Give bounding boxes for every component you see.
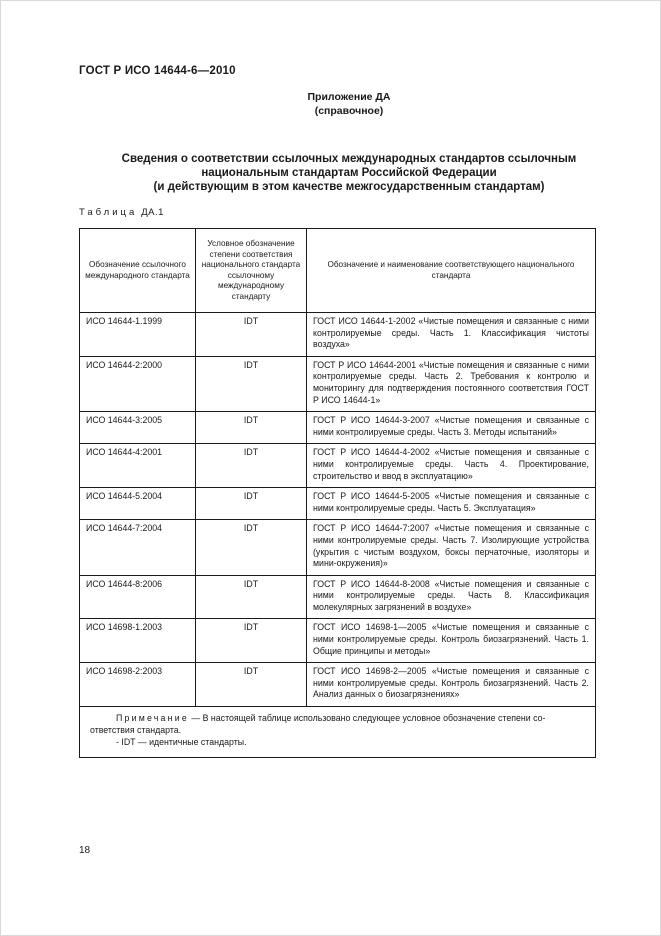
cell-degree: IDT — [195, 574, 307, 620]
cell-intl-standard: ИСО 14644-1.1999 — [79, 312, 196, 357]
page-number: 18 — [79, 845, 91, 856]
section-title: Сведения о соответствии ссылочных междун… — [121, 153, 577, 193]
table-row: ИСО 14644-3:2005 IDT ГОСТ Р ИСО 14644-3-… — [79, 411, 596, 445]
cell-degree: IDT — [195, 411, 307, 445]
cell-degree: IDT — [195, 618, 307, 664]
table-note-section: Примечание — В настоящей таблице использ… — [79, 706, 596, 758]
header-degree: Условное обозначение степени соответстви… — [195, 228, 307, 313]
header-national-standard: Обозначение и наименование соответствующ… — [306, 228, 596, 313]
cell-national-standard: ГОСТ Р ИСО 14644-2001 «Чистые помещения … — [306, 355, 596, 413]
cell-intl-standard: ИСО 14644-5.2004 — [79, 487, 196, 521]
table-caption: Таблица ДА.1 — [79, 207, 164, 218]
cell-degree: IDT — [195, 355, 307, 413]
cell-intl-standard: ИСО 14644-8:2006 — [79, 574, 196, 620]
cell-intl-standard: ИСО 14644-7:2004 — [79, 519, 196, 576]
note-label: Примечание — [116, 713, 189, 724]
table-row: ИСО 14644-2:2000 IDT ГОСТ Р ИСО 14644-20… — [79, 355, 596, 413]
cell-intl-standard: ИСО 14644-3:2005 — [79, 411, 196, 445]
table-row: ИСО 14698-1.2003 IDT ГОСТ ИСО 14698-1—20… — [79, 618, 596, 664]
table-header: Обозначение ссылочного международного ст… — [79, 228, 596, 313]
cell-national-standard: ГОСТ Р ИСО 14644-3-2007 «Чистые помещени… — [306, 411, 596, 445]
cell-national-standard: ГОСТ Р ИСО 14644-4-2002 «Чистые помещени… — [306, 443, 596, 489]
table-row: ИСО 14644-5.2004 IDT ГОСТ Р ИСО 14644-5-… — [79, 487, 596, 521]
header-intl-standard: Обозначение ссылочного международного ст… — [79, 228, 196, 313]
cell-national-standard: ГОСТ ИСО 14698-1—2005 «Чистые помещения … — [306, 618, 596, 664]
cell-degree: IDT — [195, 487, 307, 521]
table-body: ИСО 14644-1.1999 IDT ГОСТ ИСО 14644-1-20… — [79, 312, 596, 708]
cell-degree: IDT — [195, 662, 307, 708]
cell-intl-standard: ИСО 14644-4:2001 — [79, 443, 196, 489]
table-row: ИСО 14644-1.1999 IDT ГОСТ ИСО 14644-1-20… — [79, 312, 596, 357]
table-row: ИСО 14644-7:2004 IDT ГОСТ Р ИСО 14644-7:… — [79, 519, 596, 576]
table-note: Примечание — В настоящей таблице использ… — [79, 706, 596, 758]
note-text: — В настоящей таблице использовано следу… — [90, 713, 546, 735]
cell-degree: IDT — [195, 519, 307, 576]
cell-national-standard: ГОСТ Р ИСО 14644-7:2007 «Чистые помещени… — [306, 519, 596, 576]
cell-national-standard: ГОСТ ИСО 14644-1-2002 «Чистые помещения … — [306, 312, 596, 357]
cell-national-standard: ГОСТ Р ИСО 14644-8-2008 «Чистые помещени… — [306, 574, 596, 620]
table-caption-number: ДА.1 — [141, 207, 164, 218]
note-row: Примечание — В настоящей таблице использ… — [79, 706, 596, 758]
doc-number: ГОСТ Р ИСО 14644-6—2010 — [79, 65, 236, 77]
cell-national-standard: ГОСТ ИСО 14698-2—2005 «Чистые помещения … — [306, 662, 596, 708]
cell-degree: IDT — [195, 312, 307, 357]
appendix-label: Приложение ДА — [307, 91, 391, 103]
cell-degree: IDT — [195, 443, 307, 489]
table-row: ИСО 14698-2:2003 IDT ГОСТ ИСО 14698-2—20… — [79, 662, 596, 708]
table-row: ИСО 14644-8:2006 IDT ГОСТ Р ИСО 14644-8-… — [79, 574, 596, 620]
cell-intl-standard: ИСО 14698-2:2003 — [79, 662, 196, 708]
table-row: ИСО 14644-4:2001 IDT ГОСТ Р ИСО 14644-4-… — [79, 443, 596, 489]
appendix-type: (справочное) — [314, 105, 384, 117]
standards-correspondence-table: Обозначение ссылочного международного ст… — [79, 228, 596, 758]
note-item: - IDT — идентичные стандарты. — [116, 737, 247, 748]
cell-national-standard: ГОСТ Р ИСО 14644-5-2005 «Чистые помещени… — [306, 487, 596, 521]
table-caption-label: Таблица — [79, 207, 138, 218]
cell-intl-standard: ИСО 14698-1.2003 — [79, 618, 196, 664]
note-paragraph: Примечание — В настоящей таблице использ… — [90, 713, 587, 736]
cell-intl-standard: ИСО 14644-2:2000 — [79, 355, 196, 413]
appendix-heading: Приложение ДА (справочное) — [69, 90, 629, 118]
